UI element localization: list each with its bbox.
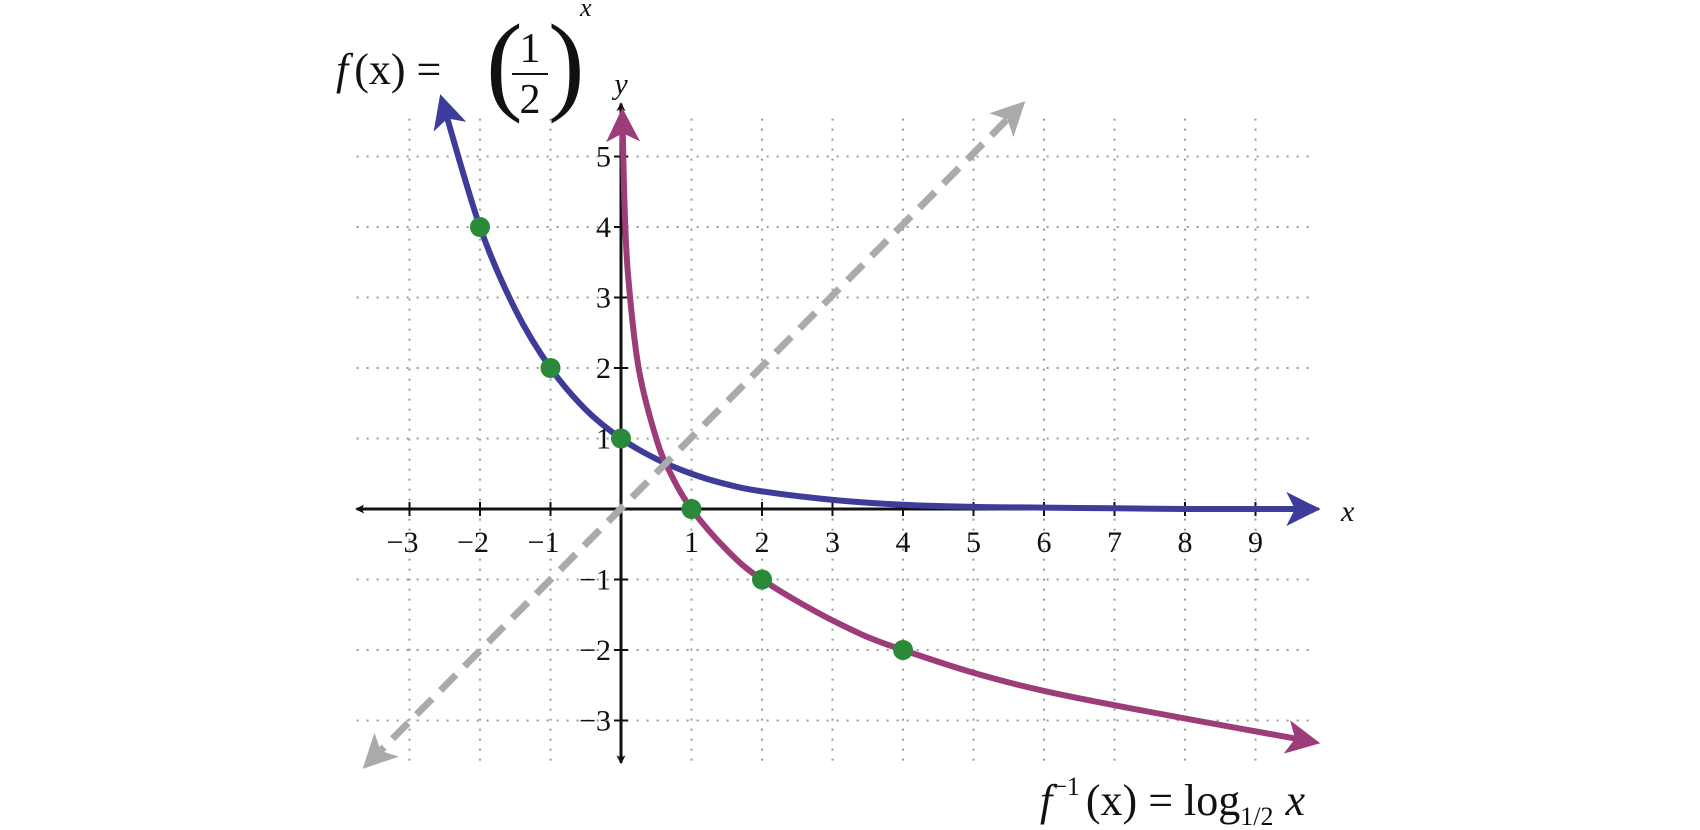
lines [362,94,1321,769]
x-tick-label: 3 [825,526,840,559]
y-tick-label: 3 [596,282,611,315]
point [681,499,702,519]
x-tick-label: 9 [1248,526,1263,559]
x-tick-label: −3 [387,526,419,559]
series-line [362,101,1026,769]
x-tick-label: 1 [684,526,699,559]
f-name: f [336,45,354,94]
x-tick-label: 8 [1178,526,1193,559]
point [540,358,561,378]
point [752,569,772,590]
f-exponent: x [579,0,592,22]
grid [356,118,1309,763]
y-tick-label: −2 [579,634,611,667]
inv-exponent: −1 [1052,772,1080,801]
f-arg: (x) = [354,45,441,94]
inv-base: 1/2 [1240,802,1273,830]
y-tick-label: 4 [596,211,611,244]
inv-arg: (x) = log [1086,776,1240,825]
y-tick-label: 1 [596,423,611,456]
y-tick-label: 5 [596,141,611,174]
x-tick-label: 6 [1037,526,1052,559]
y-tick-label: 2 [596,352,611,385]
point [893,640,913,660]
x-axis-label: x [1340,495,1355,528]
x-tick-label: 7 [1107,526,1122,559]
x-tick-label: −2 [457,526,489,559]
f-paren: ) [548,2,585,124]
x-tick-label: 4 [896,526,911,559]
f-paren: ( [486,2,523,124]
y-axis-label: y [611,68,628,101]
series-line [433,94,1321,527]
inv-var: x [1284,776,1305,825]
point [470,217,490,237]
f-label: f (x) = [336,45,441,94]
axes [355,102,1321,765]
x-tick-label: 5 [966,526,981,559]
f-numerator: 1 [520,26,541,72]
point [611,428,631,449]
inverse-label: f−1 (x) = log1/2 x [1040,772,1305,830]
x-tick-label: 2 [755,526,770,559]
y-tick-label: −1 [579,564,611,597]
f-denominator: 2 [520,77,541,123]
x-tick-label: −1 [528,526,560,559]
y-tick-label: −3 [579,705,611,738]
series-line [606,107,1321,754]
